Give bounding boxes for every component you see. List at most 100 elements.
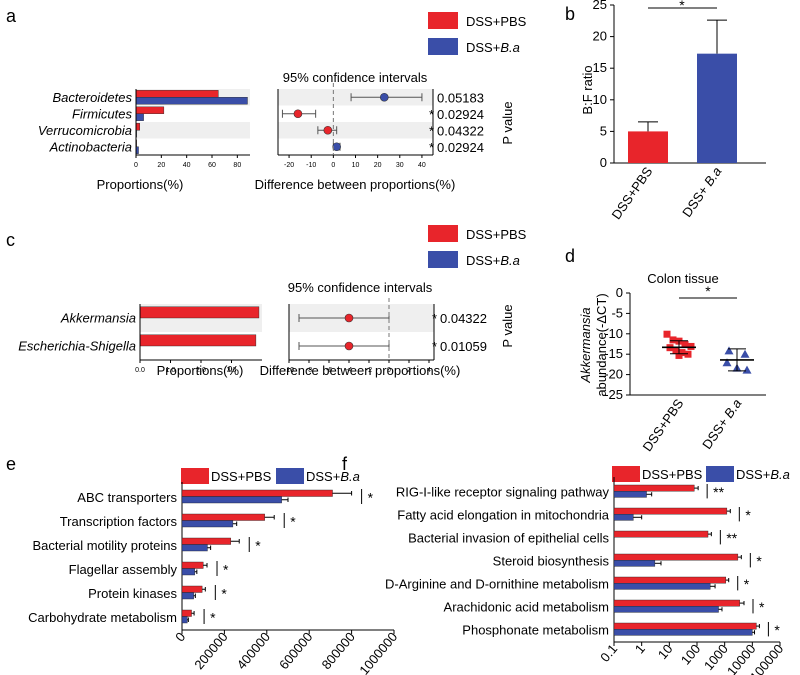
ci-point (344, 313, 354, 323)
legend-swatch-ba (706, 466, 734, 482)
category-label: Bacterial motility proteins (33, 538, 178, 553)
legend-swatch-ba (276, 468, 304, 484)
significance-star: * (255, 538, 261, 554)
y-tick-label: 0 (616, 285, 623, 300)
bar-ba (613, 629, 753, 636)
p-value: 0.04322 (440, 311, 487, 326)
ci-x-axis-label: Difference between proportions(%) (255, 177, 456, 192)
panel-d: Colon tissue Akkermansia abundance(-ΔCT)… (578, 271, 766, 454)
y-tick-label: -20 (604, 367, 623, 382)
bar-pbs (613, 530, 709, 538)
legend-swatch-pbs (181, 468, 209, 484)
bar-pbs (181, 585, 203, 593)
data-point-ba (722, 358, 732, 367)
x-tick-label: 2.0 (196, 367, 206, 374)
x-category-label: DSS+ B.a (699, 396, 744, 452)
legend-swatch-pbs (428, 225, 458, 242)
bar-pbs (181, 489, 333, 497)
significance-star: * (745, 507, 751, 523)
legend-label-ba: DSS+B.a (466, 253, 520, 268)
x-tick-label: 0 (134, 162, 138, 169)
bar-pbs (181, 561, 204, 569)
y-axis-label-italic: Akkermansia (578, 307, 593, 383)
data-point-pbs (681, 340, 689, 348)
panel-label-a: a (6, 6, 17, 26)
significance-star: ** (713, 484, 724, 500)
legend-swatch-pbs (428, 12, 458, 29)
ci-point (293, 109, 303, 119)
significance-star: * (290, 514, 296, 530)
significance-star: * (774, 622, 780, 638)
bar-ba (613, 606, 719, 613)
p-value-label: P value (500, 101, 515, 144)
significance-star: * (679, 0, 685, 13)
ci-point (379, 92, 389, 102)
x-axis-label: Proportions(%) (157, 363, 244, 378)
x-tick-label: 1 (632, 641, 648, 656)
category-label: Akkermansia (60, 311, 136, 326)
p-value: 0.02924 (437, 140, 484, 155)
bar-ba (613, 560, 656, 567)
panel-a: DSS+PBS DSS+B.a 95% confidence intervals… (38, 12, 527, 192)
ci-x-tick-label: 4 (427, 367, 431, 374)
bar-pbs (613, 599, 740, 607)
significance-star: * (705, 283, 711, 299)
ci-title: 95% confidence intervals (288, 280, 433, 295)
x-tick-label: 800000 (319, 629, 358, 672)
legend-label-ba: DSS+B.a (306, 469, 360, 484)
category-label: ABC transporters (77, 490, 177, 505)
ci-x-tick-label: 0 (387, 367, 391, 374)
significance-star: * (759, 599, 765, 615)
bar-pbs (613, 553, 739, 561)
category-label: Phosphonate metabolism (462, 623, 609, 638)
category-label: Firmicutes (72, 106, 132, 121)
bar-pbs (613, 622, 757, 630)
significance-star: * (223, 562, 229, 578)
chart-title: Colon tissue (647, 271, 719, 286)
category-label: Flagellar assembly (69, 562, 178, 577)
legend-label-pbs: DSS+PBS (466, 227, 527, 242)
ci-x-tick-label: -2 (366, 367, 372, 374)
category-label: Actinobacteria (49, 139, 132, 154)
bar-pbs (613, 576, 727, 584)
p-star: * (429, 140, 434, 155)
y-axis-label: B:F ratio (580, 65, 595, 114)
x-axis-label: Proportions(%) (97, 177, 184, 192)
significance-star: ** (726, 530, 737, 546)
ci-x-tick-label: 10 (352, 162, 360, 169)
y-tick-label: 15 (593, 60, 607, 75)
x-tick-label: 200000 (191, 629, 230, 672)
panel-f: DSS+PBS DSS+B.a RIG-I-like receptor sign… (385, 466, 790, 675)
panel-label-c: c (6, 230, 15, 250)
bar-ba (181, 544, 208, 552)
x-tick-label: 100 (678, 641, 703, 667)
x-tick-label: 0.1 (597, 641, 620, 664)
x-category-label: DSS+PBS (640, 396, 687, 454)
data-point-pbs (669, 336, 677, 344)
legend-label-ba: DSS+B.a (736, 467, 790, 482)
ci-point (344, 341, 354, 351)
category-label: Bacterial invasion of epithelial cells (408, 531, 609, 546)
p-value-label: P value (500, 304, 515, 347)
data-point-pbs (663, 330, 671, 338)
ci-x-tick-label: -8 (306, 367, 312, 374)
x-tick-label: 10 (655, 641, 676, 662)
bar-ba (181, 616, 188, 624)
data-point-ba (742, 365, 752, 374)
p-star: * (429, 107, 434, 122)
bar-ba (135, 97, 248, 105)
bar-ba (135, 113, 144, 121)
category-label: Escherichia-Shigella (18, 339, 136, 354)
bar-pbs (181, 609, 192, 617)
category-label: Arachidonic acid metabolism (444, 600, 609, 615)
bar-pbs (135, 106, 165, 114)
significance-star: * (756, 553, 762, 569)
ci-x-tick-label: 2 (407, 367, 411, 374)
significance-star: * (221, 586, 227, 602)
bar-pbs (181, 537, 231, 545)
ci-x-tick-label: -10 (284, 367, 294, 374)
category-label: Protein kinases (88, 586, 177, 601)
row-band (136, 122, 250, 139)
p-value: 0.01059 (440, 339, 487, 354)
x-tick-label: 1000000 (356, 629, 400, 675)
